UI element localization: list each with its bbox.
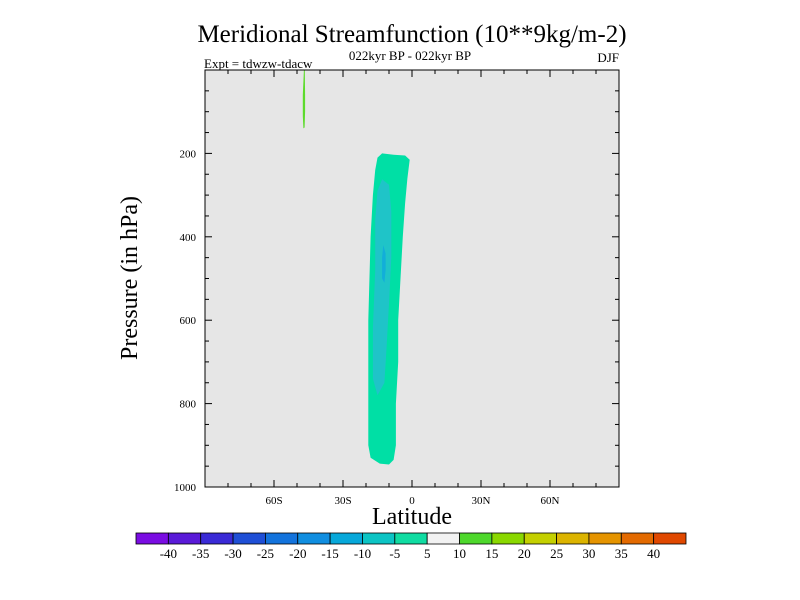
y-tick-label: 400: [180, 232, 197, 244]
colorbar-box: [459, 532, 493, 545]
colorbar-box: [556, 532, 590, 545]
colorbar-label: -20: [289, 546, 306, 561]
colorbar-label: 35: [615, 546, 628, 561]
colorbar-label: 25: [550, 546, 563, 561]
colorbar-box: [297, 532, 331, 545]
colorbar-box: [588, 532, 622, 545]
colorbar-box: [426, 532, 460, 545]
contour-region-cell-core: [382, 245, 386, 283]
chart-title: Meridional Streamfunction (10**9kg/m-2): [197, 21, 626, 48]
colorbar-box: [329, 532, 363, 545]
chart-subtitle-center: 022kyr BP - 022kyr BP: [349, 48, 471, 63]
x-tick-label: 30S: [334, 495, 351, 507]
colorbar: -40 -35 -30 -25 -20 -15 -10 -5 5 10 15 20 25 30 35 40: [135, 532, 687, 561]
colorbar-box: [362, 532, 396, 545]
y-axis-title: Pressure (in hPa): [117, 196, 143, 360]
chart-subtitle-left: Expt = tdwzw-tdacw: [204, 56, 313, 71]
colorbar-label: -10: [354, 546, 371, 561]
colorbar-label: 40: [647, 546, 660, 561]
colorbar-label: 5: [424, 546, 431, 561]
colorbar-label: -25: [257, 546, 274, 561]
colorbar-box: [265, 532, 299, 545]
x-tick-label: 30N: [472, 495, 491, 507]
colorbar-label: 30: [582, 546, 595, 561]
y-tick-label: 200: [180, 148, 197, 160]
x-tick-label: 60S: [265, 495, 282, 507]
contour-region-upper-sliver: [302, 70, 306, 129]
x-tick-label: 0: [409, 495, 415, 507]
colorbar-label: 10: [453, 546, 466, 561]
colorbar-label: -15: [321, 546, 338, 561]
x-tick-label: 60N: [541, 495, 560, 507]
contour-region-cell-inner: [372, 179, 392, 396]
y-tick-label: 600: [180, 315, 197, 327]
colorbar-box: [620, 532, 655, 545]
plot-area: [205, 70, 619, 487]
colorbar-label: -30: [224, 546, 241, 561]
colorbar-label: -35: [192, 546, 209, 561]
colorbar-label: 15: [485, 546, 498, 561]
colorbar-box: [167, 532, 202, 545]
colorbar-box: [653, 532, 687, 545]
y-tick-label: 800: [180, 399, 197, 411]
x-axis-title: Latitude: [372, 504, 452, 530]
chart-subtitle-right: DJF: [597, 50, 619, 65]
colorbar-label: -40: [160, 546, 177, 561]
contour-layer: [302, 70, 410, 465]
colorbar-label: 20: [518, 546, 531, 561]
colorbar-box: [394, 532, 428, 545]
colorbar-box: [523, 532, 557, 545]
colorbar-label: -5: [389, 546, 400, 561]
axis-ticks: 60S 30S 0 30N 60N 200 400 600 800 1000: [174, 70, 619, 507]
colorbar-box: [491, 532, 525, 545]
y-tick-label: 1000: [174, 482, 197, 494]
colorbar-box: [232, 532, 266, 545]
colorbar-box: [200, 532, 234, 545]
colorbar-box: [135, 532, 169, 545]
